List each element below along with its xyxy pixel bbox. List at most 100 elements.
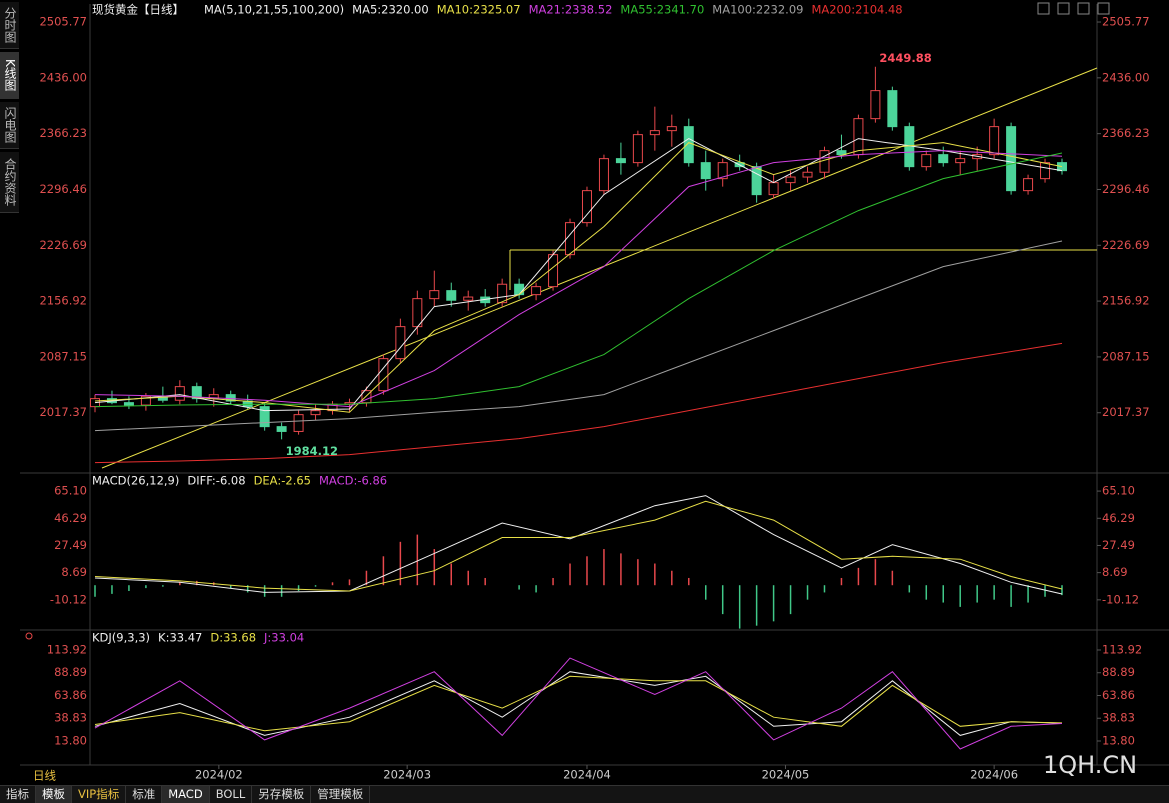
x-tick-label: 2024/05 — [762, 768, 810, 782]
y-tick-label: 88.89 — [54, 665, 87, 679]
toolbar-tab[interactable]: BOLL — [210, 786, 253, 803]
candle-body — [768, 182, 779, 196]
candle-body — [666, 126, 677, 132]
indicator-line — [94, 142, 1063, 413]
panel-title: 现货黄金【日线】 — [92, 3, 184, 17]
candle-body — [514, 283, 525, 296]
toolbar-tab[interactable]: 标准 — [126, 786, 163, 803]
toolbar-tab[interactable]: MACD — [162, 786, 210, 803]
y-tick-label: 2226.69 — [1102, 238, 1150, 252]
y-tick-label: 2436.00 — [39, 70, 87, 84]
candle-body — [446, 290, 457, 301]
candle-body — [921, 154, 932, 168]
trend-lines — [101, 67, 1098, 469]
y-tick-label: 113.92 — [1102, 642, 1142, 656]
candle-body — [615, 158, 626, 164]
sidebar-tab[interactable]: 分时图 — [0, 2, 19, 49]
indicator-line — [94, 138, 1063, 412]
x-tick-label: 2024/06 — [970, 768, 1018, 782]
candle-body — [412, 298, 423, 328]
legend-entry: MA55:2341.70 — [620, 3, 704, 17]
candle-body — [174, 386, 185, 401]
watermark: 1QH.CN — [1043, 751, 1137, 779]
toolbar-tab[interactable]: 管理模板 — [311, 786, 371, 803]
candle-body — [429, 290, 440, 300]
y-tick-label: 38.83 — [54, 711, 87, 725]
y-tick-label: 8.69 — [1102, 565, 1128, 579]
legend-entry: MA5:2320.00 — [352, 3, 429, 17]
candle-body — [989, 126, 1000, 156]
candle-body — [581, 190, 592, 224]
y-tick-label: 27.49 — [54, 538, 87, 552]
legend-entry: MA21:2338.52 — [529, 3, 613, 17]
candle-body — [700, 162, 711, 180]
y-tick-label: 2087.15 — [1102, 349, 1150, 363]
price-annotation: 1984.12 — [286, 444, 338, 458]
indicator-line — [94, 342, 1063, 464]
legend-entry: DIFF:-6.08 — [187, 474, 245, 488]
candle-body — [649, 130, 660, 136]
indicator-line — [94, 500, 1063, 592]
candle-body — [395, 326, 406, 360]
toolbar: 指标 模板 VIP指标 标准 MACD BOLL 另存模板 管理模板 — [0, 785, 1169, 803]
period-label[interactable]: 日线 — [33, 769, 56, 783]
candle-body — [123, 402, 134, 406]
legend-entry: MA10:2325.07 — [437, 3, 521, 17]
sidebar-tab[interactable]: 合约资料 — [0, 152, 19, 213]
legend-entry: D:33.68 — [210, 631, 256, 645]
y-tick-label: -10.12 — [1102, 592, 1139, 606]
candle-body — [717, 162, 728, 180]
y-tick-label: 46.29 — [1102, 511, 1135, 525]
legend-entry: MACD:-6.86 — [319, 474, 387, 488]
toolbar-tab[interactable]: VIP指标 — [72, 786, 127, 803]
candle-body — [1006, 126, 1017, 192]
candle-body — [1040, 162, 1051, 180]
candle-body — [259, 406, 270, 428]
y-tick-label: 113.92 — [47, 642, 87, 656]
indicator-line — [94, 150, 1063, 408]
window-icons[interactable] — [1037, 2, 1110, 15]
toolbar-tab[interactable]: 指标 — [0, 786, 36, 803]
x-tick-label: 2024/04 — [563, 768, 611, 782]
legend-entry: MA100:2232.09 — [712, 3, 803, 17]
y-tick-label: 2017.37 — [1102, 405, 1150, 419]
y-tick-label: 2366.23 — [39, 126, 87, 140]
y-tick-label: 2087.15 — [39, 349, 87, 363]
y-tick-label: 65.10 — [1102, 484, 1135, 498]
toolbar-tab[interactable]: 模板 — [36, 786, 72, 803]
y-tick-label: 2296.46 — [1102, 182, 1150, 196]
panel-title: MACD(26,12,9) — [92, 474, 179, 488]
frame — [20, 4, 1169, 766]
panel-icon[interactable] — [25, 632, 33, 640]
y-tick-label: 2226.69 — [39, 238, 87, 252]
panel-title: KDJ(9,3,3) — [92, 631, 150, 645]
candle-body — [463, 296, 474, 301]
y-tick-label: 27.49 — [1102, 538, 1135, 552]
candle-body — [836, 150, 847, 156]
price-annotation: 2449.88 — [879, 51, 931, 65]
x-tick-label: 2024/03 — [383, 768, 431, 782]
candle-body — [276, 426, 287, 432]
candle-body — [225, 394, 236, 402]
y-tick-label: 88.89 — [1102, 665, 1135, 679]
y-tick-label: 63.86 — [1102, 688, 1135, 702]
candle-body — [598, 158, 609, 192]
indicator-line — [94, 495, 1063, 595]
y-tick-label: 8.69 — [61, 565, 87, 579]
candle-body — [870, 90, 881, 120]
y-tick-label: 65.10 — [54, 484, 87, 498]
y-tick-label: -10.12 — [50, 592, 87, 606]
y-tick-label: 13.80 — [1102, 734, 1135, 748]
indicator-line — [94, 675, 1063, 732]
toolbar-tab[interactable]: 另存模板 — [252, 786, 312, 803]
indicator-line — [94, 152, 1063, 408]
candle-body — [938, 154, 949, 164]
legend-entry: J:33.04 — [263, 631, 304, 645]
sidebar-tab[interactable]: K线图 — [0, 52, 19, 99]
candle-body — [293, 414, 304, 432]
candle-body — [1057, 162, 1067, 172]
y-tick-label: 2436.00 — [1102, 70, 1150, 84]
sidebar-tab[interactable]: 闪电图 — [0, 102, 19, 149]
candle-body — [531, 286, 542, 296]
